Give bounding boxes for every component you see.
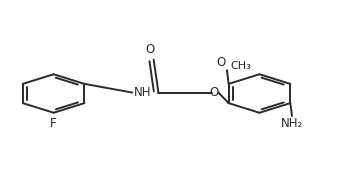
- Text: F: F: [50, 117, 57, 130]
- Text: NH₂: NH₂: [281, 117, 303, 130]
- Text: O: O: [146, 43, 155, 56]
- Text: O: O: [210, 86, 219, 99]
- Text: NH: NH: [134, 86, 152, 99]
- Text: O: O: [216, 56, 225, 69]
- Text: CH₃: CH₃: [230, 61, 251, 70]
